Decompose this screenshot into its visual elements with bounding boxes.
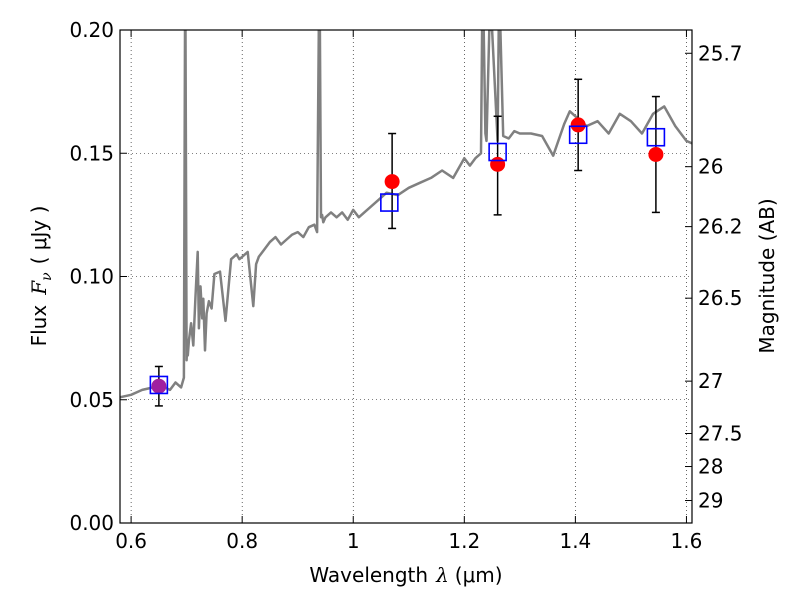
y2-axis-label: Magnitude (AB) [755,198,779,353]
y2-tick-label: 25.7 [698,41,743,65]
y-tick-label: 0.10 [69,265,114,289]
data-point-circle [490,156,506,172]
data-point-square [646,127,666,147]
y2-tick-label: 29 [698,489,723,513]
tick-layer: 0.6 0.8 1 1.2 1.4 1.6 0.00 0.05 0.10 0.15 0.20 25.7… [69,18,742,553]
y2-tick-label: 27.5 [698,421,743,445]
y-tick-label: 0.20 [69,18,114,42]
data-point-circle [570,117,586,133]
data-point-circle [384,174,400,190]
y2-tick-label: 28 [698,455,723,479]
x-tick-label: 1 [347,529,360,553]
y-axis-label-prefix: Flux [27,305,51,347]
x-tick-label: 1.2 [448,529,480,553]
x-axis-label: Wavelength λ (μm) [309,563,502,587]
data-point-circle [151,378,167,394]
y2-tick-label: 27 [698,369,723,393]
y2-tick-label: 26.5 [698,286,743,310]
y-tick-label: 0.15 [69,141,114,165]
grid [120,29,692,524]
data-point-circle [648,146,664,162]
data-point-square [568,125,588,145]
y-axis-label-symbol: F [27,280,51,296]
series-layer [120,30,692,407]
y-tick-label: 0.00 [69,511,114,535]
x-axis-label-symbol: λ [435,563,449,587]
y2-tick-label: 26 [698,155,723,179]
x-tick-label: 0.8 [226,529,258,553]
plot-frame [119,29,693,524]
y2-tick-label: 26.2 [698,215,743,239]
x-axis-label-prefix: Wavelength [309,563,428,587]
y-tick-label: 0.05 [69,388,114,412]
spectrum-line [120,30,692,399]
data-point-square [380,193,399,212]
data-point-square [488,142,507,162]
x-axis-label-unit: (μm) [455,563,503,587]
x-tick-label: 1.6 [671,529,703,553]
data-point-square [149,375,169,395]
y-axis-label: Flux Fν ( μJy ) [27,206,55,347]
x-tick-label: 1.4 [559,529,591,553]
y-axis-label-unit: ( μJy ) [27,206,51,265]
x-tick-label: 0.6 [115,529,147,553]
y-axis-label-subscript: ν [39,272,55,281]
